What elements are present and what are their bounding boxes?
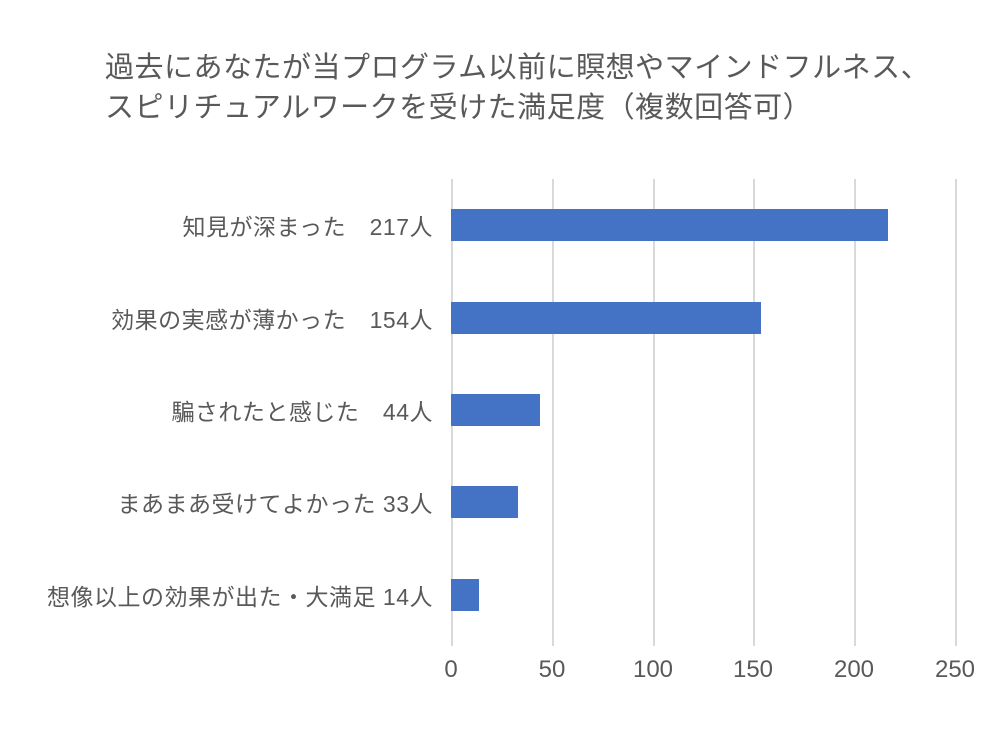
x-tick-label-250: 250 [934,656,976,683]
chart-title-line-1: 過去にあなたが当プログラム以前に瞑想やマインドフルネス、 [105,52,931,84]
category-label: 効果の実感が薄かった 154人 [111,306,433,333]
x-tick-label-150: 150 [732,656,774,683]
gridline-250 [955,179,957,646]
category-axis-labels: 知見が深まった 217人効果の実感が薄かった 154人騙されたと感じた 44人ま… [0,179,433,641]
bar-row [451,456,955,548]
bar-value-44 [451,393,540,426]
bars-area [451,179,955,641]
bar-row [451,364,955,456]
gridline-50 [552,179,554,646]
gridline-200 [854,179,856,646]
category-label: 騙されたと感じた 44人 [171,398,433,425]
x-tick-label-50: 50 [538,656,566,683]
bar-value-217 [451,209,888,242]
bar-value-33 [451,486,518,519]
category-label: 想像以上の効果が出た・大満足 14人 [47,583,433,610]
bar-row [451,179,955,271]
value-axis-labels: 0 50 100 150 200 250 [444,656,975,686]
gridline-150 [753,179,755,646]
x-tick-label-100: 100 [632,656,674,683]
chart-title: 過去にあなたが当プログラム以前に瞑想やマインドフルネス、 スピリチュアルワークを… [105,48,965,128]
category-label: まあまあ受けてよかった 33人 [117,491,433,518]
bar-row [451,271,955,363]
bar-row [451,549,955,641]
x-tick-label-0: 0 [444,656,458,683]
x-tick-label-200: 200 [833,656,875,683]
gridline-100 [653,179,655,646]
chart-title-line-2: スピリチュアルワークを受けた満足度（複数回答可） [105,92,813,124]
category-label: 知見が深まった 217人 [182,214,433,241]
bar-value-14 [451,578,479,611]
bar-value-154 [451,301,761,334]
